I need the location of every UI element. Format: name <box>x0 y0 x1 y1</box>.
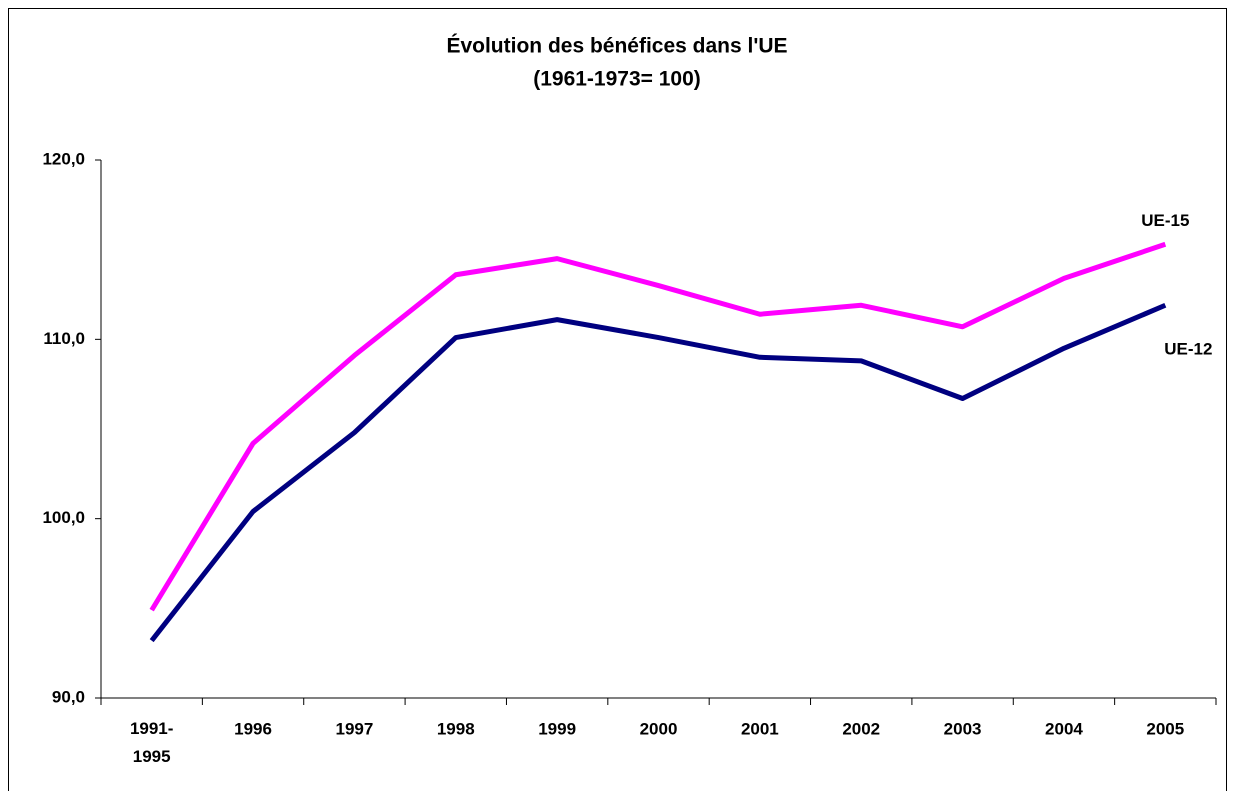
x-tick-label: 2004 <box>1045 719 1083 738</box>
x-tick-label: 1996 <box>234 719 272 738</box>
y-tick-label: 90,0 <box>52 687 85 706</box>
series-label: UE-15 <box>1141 211 1189 230</box>
series-line <box>149 302 1167 643</box>
x-tick-label: 1999 <box>538 719 576 738</box>
x-tick-label: 2003 <box>944 719 982 738</box>
x-tick-label: 2005 <box>1146 719 1184 738</box>
chart-frame <box>8 8 1227 791</box>
chart-title: Évolution des bénéfices dans l'UE <box>446 35 787 58</box>
x-tick-label: 2002 <box>842 719 880 738</box>
x-tick-label: 2001 <box>741 719 779 738</box>
chart-subtitle: (1961-1973= 100) <box>533 68 701 91</box>
y-tick-label: 100,0 <box>42 508 85 527</box>
y-tick-label: 120,0 <box>42 149 85 168</box>
x-tick-label: 1998 <box>437 719 475 738</box>
series-line <box>149 241 1167 612</box>
x-tick-label: 1991-1995 <box>130 719 173 766</box>
series-label: UE-12 <box>1164 340 1212 359</box>
x-tick-label: 2000 <box>640 719 678 738</box>
x-tick-label: 1997 <box>335 719 373 738</box>
y-tick-label: 110,0 <box>43 329 85 348</box>
